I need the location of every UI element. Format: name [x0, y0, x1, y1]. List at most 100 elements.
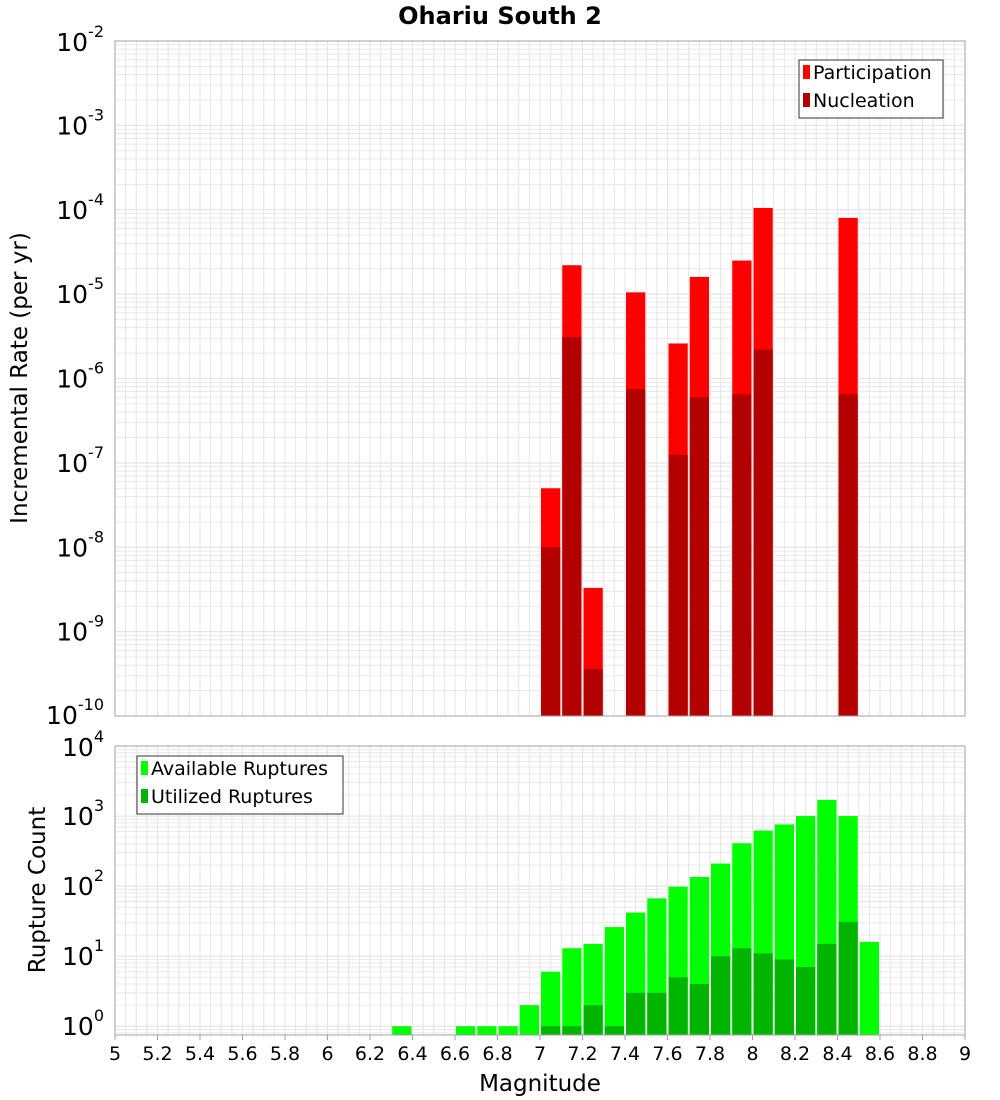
y-tick-label: 10-8: [56, 527, 104, 562]
available-ruptures-bar: [562, 948, 582, 1035]
x-tick-label: 9: [959, 1043, 971, 1065]
y-tick-label: 103: [62, 796, 104, 831]
y-tick-base: 10: [62, 1012, 94, 1041]
legend-label: Available Ruptures: [151, 758, 328, 780]
nucleation-bar: [626, 389, 646, 716]
y-tick-exponent: 2: [94, 866, 104, 885]
x-tick-label: 7.6: [652, 1043, 682, 1065]
nucleation-bar: [583, 669, 603, 716]
y-tick-base: 10: [56, 111, 88, 140]
available-ruptures-bar: [392, 1026, 412, 1035]
y-tick-label: 10-3: [56, 105, 104, 140]
utilized-ruptures-bar: [689, 984, 709, 1035]
y-tick-exponent: -8: [88, 527, 104, 546]
legend-swatch: [803, 93, 810, 107]
nucleation-bar: [689, 397, 709, 716]
utilized-ruptures-bar: [626, 992, 646, 1035]
nucleation-bar: [732, 394, 752, 716]
x-axis: 5 5.2 5.4 5.6 5.8 6 6.2 6.4 6.6 6.8 7 7.2 7.4 7.6 7.8 8…: [109, 1035, 971, 1065]
utilized-ruptures-bar: [732, 948, 752, 1035]
y-tick-exponent: -5: [88, 274, 104, 293]
y-tick-label: 10-9: [56, 612, 104, 647]
x-tick-label: 6.8: [482, 1043, 512, 1065]
utilized-ruptures-bar: [753, 953, 773, 1035]
y-tick-exponent: -10: [78, 695, 104, 714]
y-tick-base: 10: [56, 196, 88, 225]
available-ruptures-bar: [541, 971, 561, 1035]
plot-frame: [114, 40, 966, 717]
available-ruptures-bar: [604, 927, 624, 1035]
available-ruptures-bar: [477, 1026, 497, 1035]
utilized-ruptures-bar: [838, 921, 858, 1035]
legend-label: Nucleation: [813, 90, 915, 112]
y-tick-base: 10: [62, 942, 94, 971]
utilized-ruptures-bar: [796, 967, 816, 1035]
nucleation-series: [541, 337, 858, 716]
x-tick-label: 5: [109, 1043, 121, 1065]
x-tick-label: 7.4: [610, 1043, 640, 1065]
utilized-ruptures-bar: [668, 977, 688, 1035]
available-ruptures-bar: [498, 1026, 518, 1035]
legend: Available Ruptures Utilized Ruptures: [136, 755, 344, 815]
x-tick-label: 5.2: [142, 1043, 172, 1065]
x-axis-title: Magnitude: [479, 1071, 601, 1097]
legend: Participation Nucleation: [798, 59, 944, 119]
nucleation-bar: [668, 454, 688, 716]
x-tick-label: 5.4: [185, 1043, 215, 1065]
legend-box: [136, 755, 344, 815]
y-tick-label: 10-2: [56, 22, 104, 57]
y-tick-label: 104: [62, 727, 104, 762]
x-tick-label: 6.4: [397, 1043, 427, 1065]
y-tick-label: 100: [62, 1006, 104, 1041]
y-tick-exponent: -3: [88, 105, 104, 124]
nucleation-bar: [541, 547, 561, 716]
x-tick-label: 7: [534, 1043, 546, 1065]
x-tick-label: 8: [746, 1043, 758, 1065]
y-tick-label: 10-6: [56, 359, 104, 394]
utilized-ruptures-bar: [562, 1026, 582, 1035]
y-tick-exponent: -6: [88, 359, 104, 378]
y-tick-label: 101: [62, 936, 104, 971]
y-axis-ticks: 10-210-310-410-510-610-710-810-910-10: [46, 22, 104, 730]
utilized-ruptures-bar: [604, 1026, 624, 1035]
y-tick-exponent: 1: [94, 936, 104, 955]
x-tick-label: 8.6: [865, 1043, 895, 1065]
legend-box: [798, 59, 944, 119]
y-tick-exponent: -9: [88, 612, 104, 631]
y-axis-title: Incremental Rate (per yr): [7, 232, 33, 524]
y-tick-base: 10: [62, 733, 94, 762]
y-tick-exponent: -7: [88, 443, 104, 462]
y-tick-label: 102: [62, 866, 104, 901]
y-tick-exponent: -2: [88, 22, 104, 41]
available-ruptures-bar: [456, 1026, 476, 1035]
y-tick-base: 10: [62, 872, 94, 901]
y-tick-base: 10: [46, 701, 78, 730]
utilized-ruptures-bar: [647, 992, 667, 1035]
x-tick-label: 6: [321, 1043, 333, 1065]
nucleation-bar: [838, 394, 858, 716]
x-tick-label: 7.2: [567, 1043, 597, 1065]
x-tick-label: 5.8: [270, 1043, 300, 1065]
nucleation-bar: [562, 337, 582, 716]
y-tick-base: 10: [56, 449, 88, 478]
legend-swatch: [141, 761, 148, 775]
y-tick-label: 10-5: [56, 274, 104, 309]
y-tick-label: 10-4: [56, 190, 104, 225]
legend-swatch: [141, 789, 148, 803]
x-tick-label: 8.8: [907, 1043, 937, 1065]
horizontal-gridlines: [115, 44, 965, 692]
utilized-ruptures-bar: [583, 1005, 603, 1035]
available-ruptures-bar: [519, 1005, 539, 1035]
y-tick-exponent: 4: [94, 727, 104, 746]
utilized-ruptures-bar: [541, 1026, 561, 1035]
chart-title: Ohariu South 2: [398, 2, 602, 30]
y-tick-base: 10: [56, 280, 88, 309]
y-tick-base: 10: [56, 533, 88, 562]
available-ruptures-bar: [859, 941, 879, 1035]
utilized-ruptures-bar: [711, 956, 731, 1035]
x-tick-label: 5.6: [227, 1043, 257, 1065]
nucleation-bar: [753, 349, 773, 716]
